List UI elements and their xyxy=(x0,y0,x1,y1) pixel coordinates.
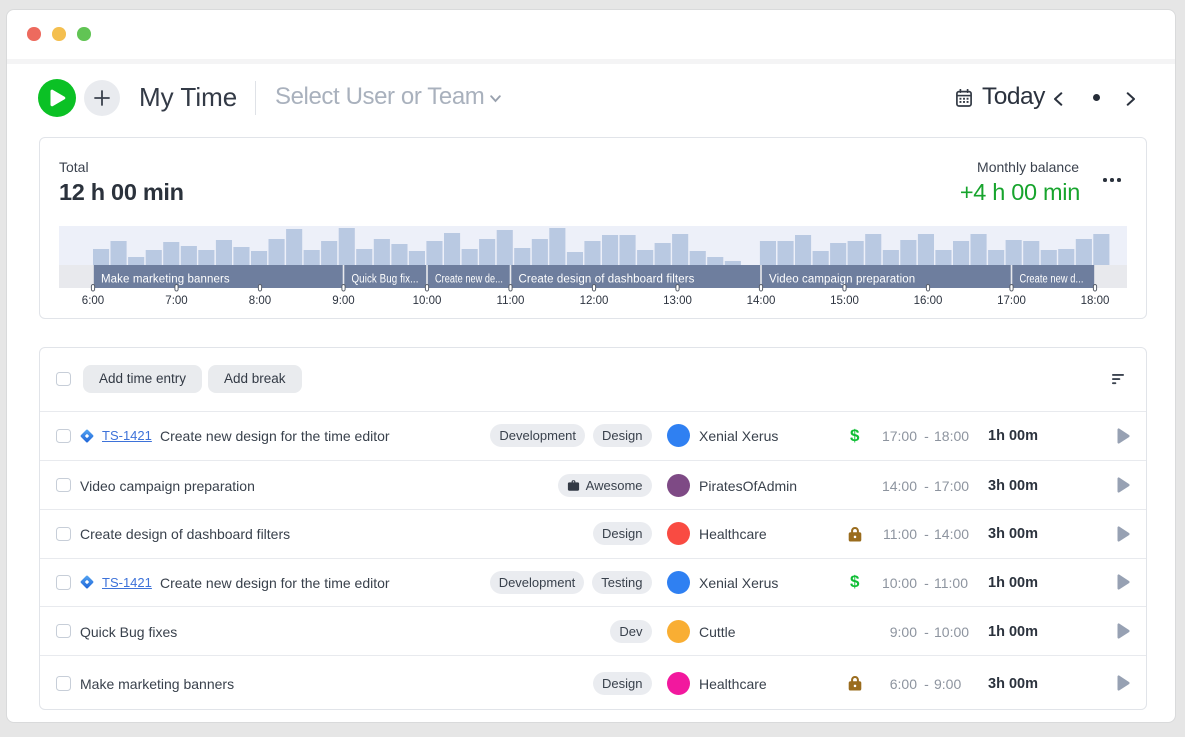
svg-text:15:00: 15:00 xyxy=(830,295,859,307)
svg-text:17:00: 17:00 xyxy=(997,295,1026,307)
svg-text:Create design of dashboard fil: Create design of dashboard filters xyxy=(519,274,695,286)
svg-text:13:00: 13:00 xyxy=(663,295,692,307)
svg-text:Create new d...: Create new d... xyxy=(1020,274,1084,286)
svg-text:14:00: 14:00 xyxy=(747,295,776,307)
svg-text:Make marketing banners: Make marketing banners xyxy=(101,274,230,286)
svg-text:8:00: 8:00 xyxy=(249,295,271,307)
svg-text:6:00: 6:00 xyxy=(82,295,104,307)
svg-text:16:00: 16:00 xyxy=(914,295,943,307)
svg-text:10:00: 10:00 xyxy=(413,295,442,307)
svg-text:9:00: 9:00 xyxy=(332,295,354,307)
svg-text:11:00: 11:00 xyxy=(497,295,525,307)
svg-text:Video campaign preparation: Video campaign preparation xyxy=(769,274,915,286)
svg-text:18:00: 18:00 xyxy=(1081,295,1110,307)
svg-text:12:00: 12:00 xyxy=(580,295,609,307)
svg-text:Quick Bug fix...: Quick Bug fix... xyxy=(352,274,419,286)
svg-text:7:00: 7:00 xyxy=(165,295,187,307)
svg-text:Create new de...: Create new de... xyxy=(435,274,503,286)
